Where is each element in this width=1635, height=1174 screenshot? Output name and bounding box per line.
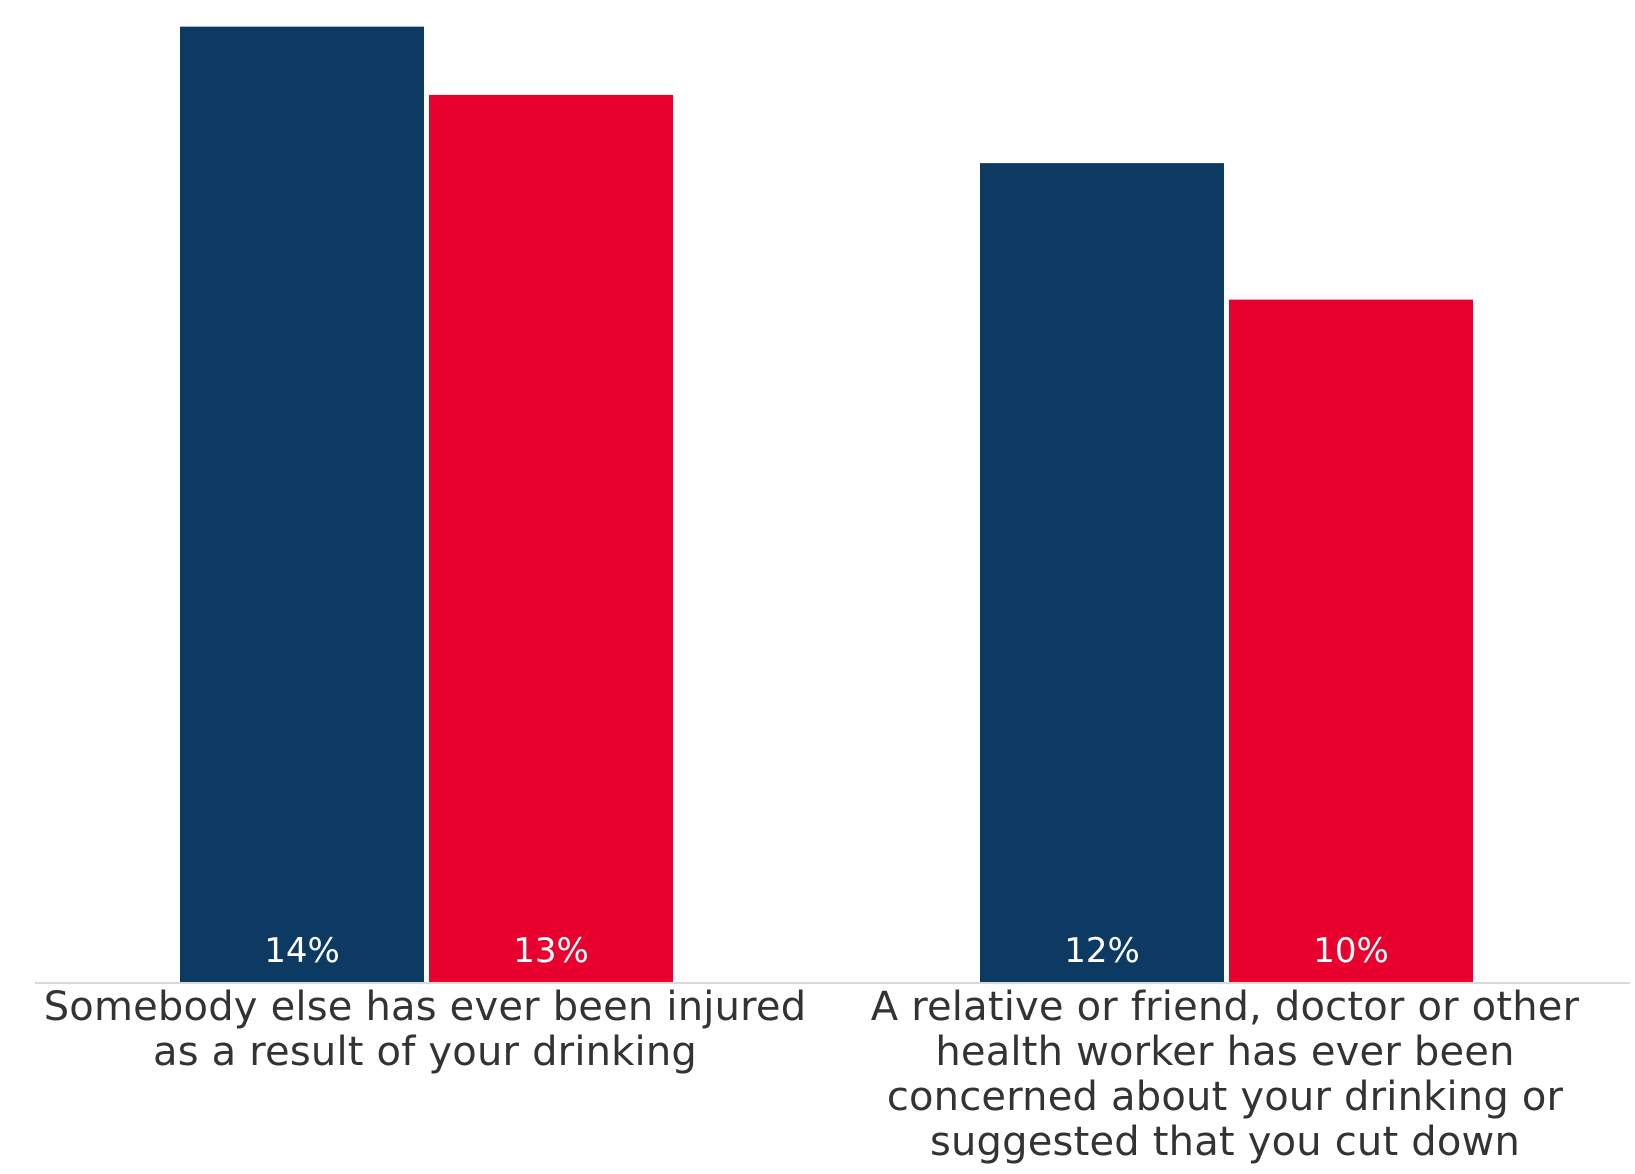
bar-series2-2 — [1229, 299, 1473, 983]
data-label-series2-1: 13% — [513, 931, 589, 971]
bar-series2-1 — [429, 94, 673, 982]
bar-series1-2 — [980, 163, 1224, 982]
bar-series1-1 — [180, 26, 424, 982]
data-label-series1-1: 14% — [264, 931, 340, 971]
category-label-1: Somebody else has ever been injured as a… — [43, 984, 807, 1075]
data-label-series1-2: 12% — [1064, 931, 1140, 971]
data-label-series2-2: 10% — [1313, 931, 1389, 971]
category-label-2: A relative or friend, doctor or other he… — [870, 984, 1580, 1165]
